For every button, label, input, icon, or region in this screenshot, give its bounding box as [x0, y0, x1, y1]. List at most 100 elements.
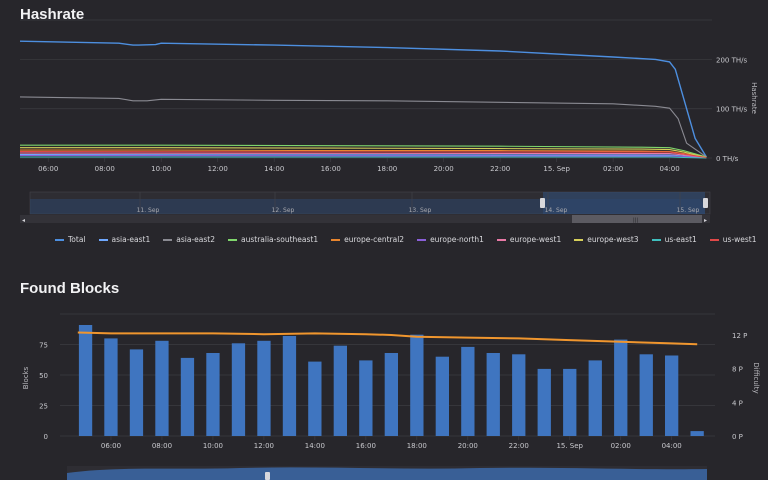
hashrate-navigator[interactable]: 11. Sep 12. Sep 13. Sep 14. Sep 15. Sep ◂ ▸ …: [20, 191, 711, 224]
legend-swatch: [163, 238, 173, 241]
navigator-right-handle[interactable]: [703, 198, 708, 208]
legend-swatch: [574, 238, 584, 241]
legend-swatch: [55, 238, 64, 241]
blocks-bar[interactable]: [665, 355, 679, 437]
legend-item-us-west1[interactable]: us-west1: [709, 235, 757, 244]
blocks-bar[interactable]: [639, 354, 653, 436]
blocks-bar[interactable]: [690, 431, 704, 436]
blocks-bar[interactable]: [588, 360, 602, 436]
blocks-xtick-label: 02:00: [611, 442, 631, 450]
blocks-xtick-label: 14:00: [305, 442, 325, 450]
legend-label: asia-east2: [176, 235, 215, 244]
blocks-bar[interactable]: [282, 336, 297, 436]
blocks-bar[interactable]: [104, 338, 118, 436]
hashrate-xtick-label: 16:00: [321, 165, 341, 173]
navigator-label: 13. Sep: [409, 207, 432, 214]
legend-item-total[interactable]: Total: [55, 235, 86, 244]
navigator-label: 12. Sep: [272, 207, 295, 214]
scrollbar-left-arrow[interactable]: ◂: [22, 217, 25, 224]
legend-swatch: [98, 238, 108, 241]
navigator-label: 14. Sep: [545, 207, 568, 214]
hashrate-xtick-label: 20:00: [434, 165, 454, 173]
blocks-bar[interactable]: [435, 356, 449, 436]
blocks-bar[interactable]: [614, 339, 628, 436]
navigator-label: 15. Sep: [677, 207, 700, 214]
blocks-bar[interactable]: [537, 368, 551, 436]
hashrate-legend: Total asia-east1 asia-east2 australia-south…: [55, 235, 757, 244]
blocks-ytick-label: 0: [44, 433, 48, 441]
legend-label: europe-west1: [509, 235, 562, 244]
blocks-xtick-label: 15. Sep: [556, 442, 583, 450]
scrollbar-thumb[interactable]: [572, 215, 702, 223]
scrollbar-right-arrow[interactable]: ▸: [704, 217, 707, 224]
hashrate-chart: 06:00 08:00 10:00 12:00 14:00 16:00 18:00 20:00…: [19, 19, 758, 224]
legend-swatch: [496, 238, 506, 241]
blocks-ytick-label: 25: [39, 403, 48, 411]
difficulty-line: [77, 331, 698, 346]
blocks-bar[interactable]: [231, 343, 246, 436]
blocks-ytick-label: 75: [39, 342, 48, 350]
legend-label: europe-central2: [344, 235, 405, 244]
difficulty-ytick-label: 12 P: [732, 332, 747, 340]
blocks-bar[interactable]: [180, 357, 195, 436]
blocks-xtick-label: 16:00: [356, 442, 376, 450]
blocks-xtick-label: 20:00: [458, 442, 478, 450]
hashrate-xtick-label: 08:00: [95, 165, 115, 173]
hashrate-xtick-label: 15. Sep: [543, 165, 570, 173]
hashrate-ytick-label: 100 TH/s: [716, 106, 747, 114]
blocks-xtick-label: 04:00: [662, 442, 682, 450]
legend-label: europe-north1: [430, 235, 484, 244]
blocks-bar[interactable]: [486, 353, 500, 436]
hashrate-series-us-west1: [19, 151, 707, 159]
scrollbar-track[interactable]: [20, 215, 710, 223]
legend-swatch: [228, 238, 237, 241]
blocks-ylabel: Blocks: [22, 366, 30, 389]
legend-item-europe-central2[interactable]: europe-central2: [331, 235, 404, 244]
hashrate-series-australia-southeast1: [20, 144, 707, 158]
hashrate-ytick-label: 0 TH/s: [716, 155, 739, 163]
blocks-bar[interactable]: [155, 340, 169, 436]
blocks-bar[interactable]: [461, 346, 475, 436]
scrollbar-grip-icon[interactable]: |||: [633, 218, 638, 224]
blocks-xtick-label: 18:00: [407, 442, 427, 450]
difficulty-ytick-label: 4 P: [732, 399, 743, 407]
blocks-bar[interactable]: [512, 354, 526, 436]
legend-label: Total: [68, 235, 86, 244]
blocks-bar[interactable]: [78, 325, 93, 436]
legend-item-us-east1[interactable]: us-east1: [651, 235, 697, 244]
legend-swatch: [331, 238, 341, 241]
difficulty-ytick-label: 8 P: [732, 366, 743, 374]
legend-label: australia-southeast1: [241, 235, 319, 244]
blocks-bar[interactable]: [359, 360, 373, 436]
blocks-bar[interactable]: [308, 361, 322, 436]
legend-swatch: [417, 238, 427, 241]
blocks-bar[interactable]: [410, 334, 424, 436]
hashrate-xtick-label: 12:00: [208, 165, 228, 173]
blocks-bar[interactable]: [129, 349, 144, 436]
legend-label: us-east1: [664, 235, 697, 244]
legend-swatch: [709, 238, 719, 241]
blocks-bar[interactable]: [257, 340, 271, 436]
hashrate-series-total: [19, 40, 707, 158]
legend-item-asia-east1[interactable]: asia-east1: [98, 235, 150, 244]
blocks-bar[interactable]: [563, 368, 577, 436]
legend-item-europe-north1[interactable]: europe-north1: [417, 235, 484, 244]
legend-item-europe-west1[interactable]: europe-west1: [496, 235, 562, 244]
legend-item-europe-west3[interactable]: europe-west3: [574, 235, 639, 244]
hashrate-xtick-label: 22:00: [490, 165, 510, 173]
hashrate-xtick-label: 06:00: [38, 165, 58, 173]
blocks-bar[interactable]: [206, 353, 220, 436]
hashrate-xtick-label: 02:00: [603, 165, 623, 173]
legend-item-asia-east2[interactable]: asia-east2: [163, 235, 215, 244]
blocks-navigator[interactable]: [67, 466, 707, 480]
blocks-navigator-handle[interactable]: [265, 472, 270, 480]
difficulty-ylabel: Difficulty: [752, 362, 760, 393]
blocks-bar[interactable]: [384, 353, 398, 436]
legend-item-australia-southeast1[interactable]: australia-southeast1: [228, 235, 318, 244]
navigator-label: 11. Sep: [137, 207, 160, 214]
navigator-left-handle[interactable]: [540, 198, 545, 208]
hashrate-ytick-label: 200 TH/s: [716, 56, 747, 64]
hashrate-xtick-label: 14:00: [264, 165, 284, 173]
hashrate-xtick-label: 18:00: [377, 165, 397, 173]
blocks-bar[interactable]: [333, 345, 347, 436]
